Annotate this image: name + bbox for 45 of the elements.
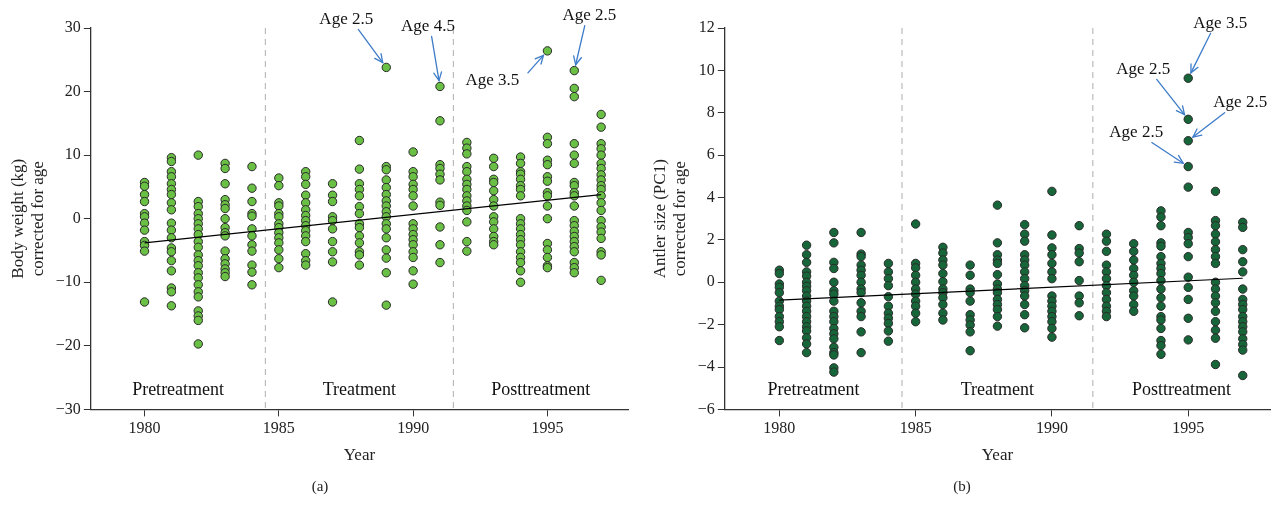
y-tick-label: 0 — [706, 272, 715, 290]
annotation: Posttreatment — [1131, 379, 1231, 400]
x-tick-label: 1985 — [899, 419, 932, 437]
x-tick-label: 1985 — [262, 419, 295, 437]
text: (b) — [952, 478, 972, 495]
annotation: Age 2.5 — [562, 5, 617, 25]
annotation: Posttreatment — [491, 379, 591, 400]
x-tick-label: 1990 — [397, 419, 430, 437]
y-tick-label: 30 — [64, 18, 81, 36]
annotation: Age 3.5 — [465, 70, 520, 90]
y-tick-label: −4 — [697, 357, 715, 375]
annotation: Treatment — [322, 379, 397, 400]
annotation: Age 2.5 — [319, 8, 374, 28]
x-tick-label: 1995 — [531, 419, 564, 437]
y-tick-label: 10 — [698, 60, 715, 78]
text: (a) — [310, 478, 330, 495]
y-tick-label: −2 — [697, 314, 715, 332]
y-axis-title: Antler size (PC1) corrected for age — [649, 159, 690, 279]
y-tick-label: 2 — [706, 230, 715, 248]
y-tick-label: −10 — [55, 272, 81, 290]
y-tick-label: 12 — [698, 18, 715, 36]
annotation: Age 2.5 — [1116, 58, 1171, 78]
x-axis-title: Year — [343, 445, 376, 465]
y-tick-label: −30 — [55, 399, 81, 417]
annotation: Treatment — [960, 379, 1035, 400]
x-tick-label: 1980 — [128, 419, 161, 437]
y-tick-label: −6 — [697, 399, 715, 417]
x-tick-label: 1980 — [763, 419, 796, 437]
y-tick-label: 0 — [72, 208, 81, 226]
y-tick-label: 20 — [64, 81, 81, 99]
annotation: Age 2.5 — [1213, 92, 1268, 112]
annotation: Age 4.5 — [401, 15, 455, 35]
annotation: Age 3.5 — [1193, 12, 1248, 32]
y-tick-label: 6 — [706, 145, 715, 163]
y-tick-label: 8 — [706, 102, 715, 120]
annotation: Pretreatment — [132, 379, 225, 400]
y-tick-label: −20 — [55, 336, 81, 354]
y-tick-label: 4 — [706, 187, 715, 205]
y-tick-label: 10 — [64, 145, 81, 163]
x-tick-label: 1995 — [1172, 419, 1205, 437]
annotation: Pretreatment — [767, 379, 860, 400]
x-axis-title: Year — [981, 445, 1014, 465]
x-tick-label: 1990 — [1035, 419, 1068, 437]
annotation: Age 2.5 — [1109, 122, 1164, 142]
y-axis-title: Body weight (kg) corrected for age — [7, 158, 48, 279]
